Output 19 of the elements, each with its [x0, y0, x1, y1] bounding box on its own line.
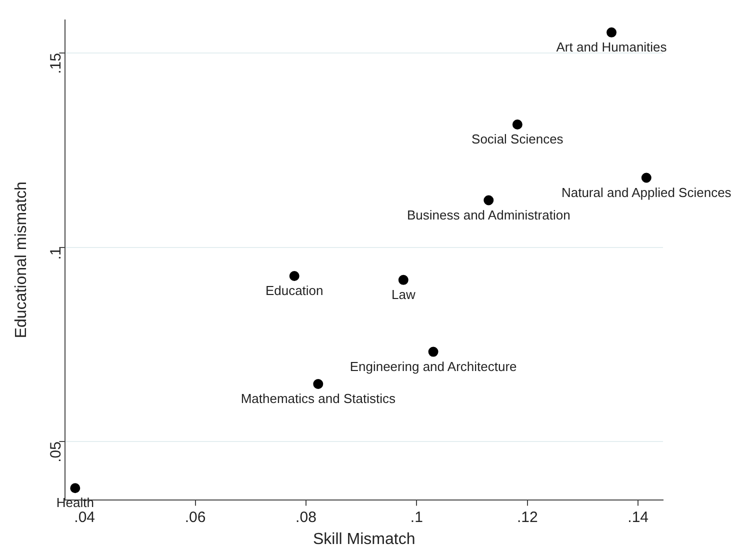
annotation: Natural and Applied Sciences [561, 184, 732, 200]
x-tick-label: .12 [516, 508, 538, 526]
annotation: Education [265, 283, 324, 298]
x-tick-label: .1 [410, 508, 423, 526]
x-tick-label: .06 [184, 508, 206, 526]
annotation: Social Sciences [472, 132, 564, 147]
y-tick-label: .15 [47, 53, 64, 74]
x-tick-label: .14 [628, 508, 649, 526]
annotation: Business and Administration [406, 207, 570, 222]
annotation: Mathematics and Statistics [240, 391, 396, 406]
y-tick-label: .05 [47, 442, 64, 462]
x-tick-label: .04 [74, 508, 96, 526]
annotation: Law [391, 286, 416, 302]
y-tick-label: .1 [47, 247, 64, 260]
annotation: Art and Humanities [556, 40, 668, 55]
annotation: Engineering and Architecture [350, 358, 517, 374]
x-axis-title: Skill Mismatch [312, 530, 416, 548]
x-tick-label: .08 [296, 508, 316, 526]
y-axis-title: Educational mismatch [13, 182, 30, 338]
